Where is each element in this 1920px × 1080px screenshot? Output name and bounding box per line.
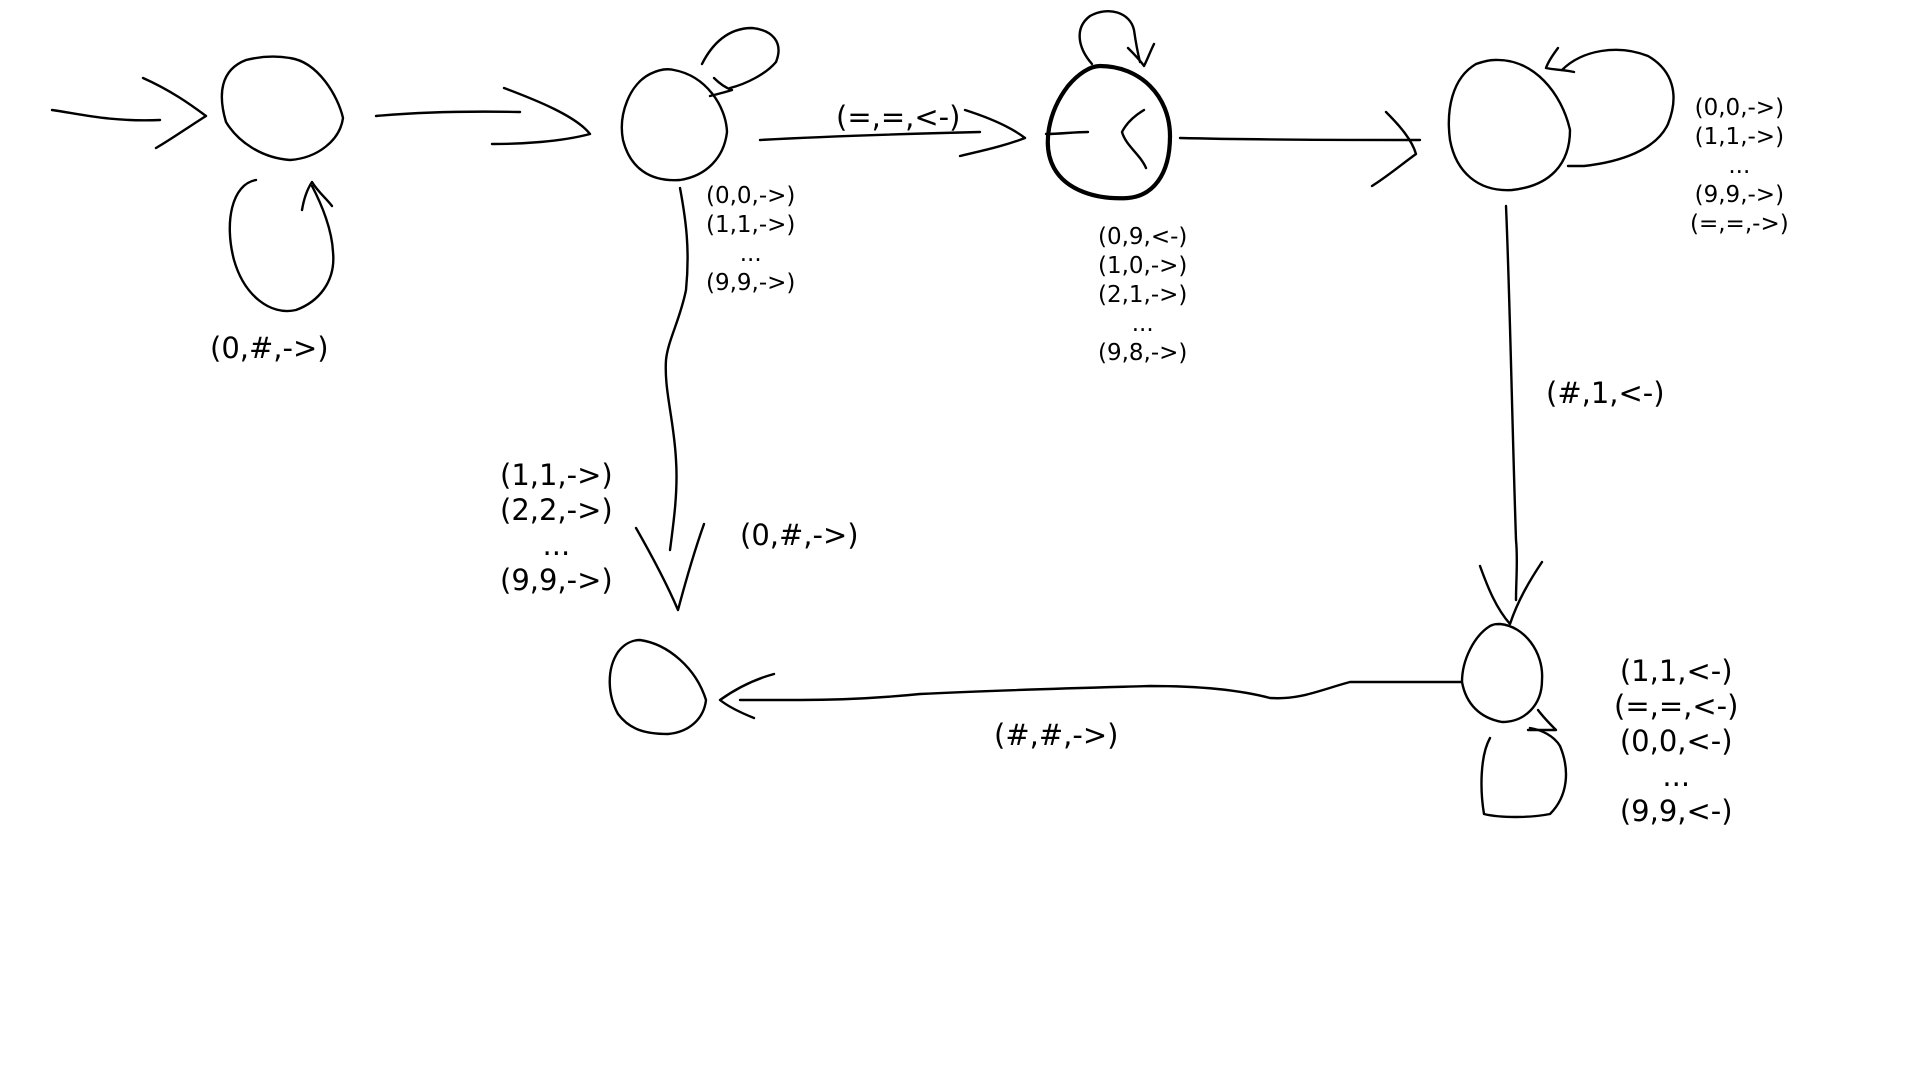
state-s3-loop	[1560, 48, 1675, 168]
label-line: (0,9,<-)	[1098, 224, 1188, 250]
start-arrow-shaft	[50, 108, 162, 122]
arrow-s4-s5-head	[718, 672, 776, 720]
label-s2-loop: (0,9,<-) (1,0,->) (2,1,->) ... (9,8,->)	[1098, 223, 1187, 368]
label-line: (1,1,->)	[706, 212, 796, 238]
state-s2-circle	[1045, 63, 1173, 201]
state-s4-loop-head	[1526, 708, 1558, 732]
state-s2-inner-mark	[1044, 108, 1148, 170]
arrow-s0-s1-head	[490, 86, 592, 146]
state-s0-circle	[220, 55, 345, 162]
state-s4-circle	[1460, 622, 1544, 724]
arrow-s1-s5-head	[634, 522, 706, 612]
label-line: ...	[1728, 153, 1751, 179]
label-s3-s4: (#,1,<-)	[1546, 376, 1665, 411]
label-line: (1,1,->)	[500, 458, 613, 492]
label-line: (9,9,->)	[1694, 182, 1785, 208]
label-line: ...	[1662, 759, 1691, 793]
arrow-s0-s1-shaft	[374, 110, 522, 118]
label-line: (0,#,->)	[210, 331, 329, 365]
label-s1-loop: (0,0,->) (1,1,->) ... (9,9,->)	[706, 182, 795, 298]
arrow-s2-s3-shaft	[1178, 136, 1422, 142]
state-s2-loop-head	[1126, 42, 1156, 68]
label-line: (0,0,->)	[1694, 95, 1785, 121]
state-s4-loop	[1480, 726, 1568, 819]
label-line: (9,9,->)	[500, 563, 613, 597]
label-line: (0,#,->)	[740, 518, 859, 552]
label-line: (0,0,<-)	[1619, 724, 1733, 758]
state-s5-circle	[608, 638, 708, 736]
label-s1-s5-a: (1,1,->) (2,2,->) ... (9,9,->)	[500, 458, 613, 598]
label-line: (9,8,->)	[1098, 340, 1188, 366]
arrow-s3-s4-head	[1478, 560, 1544, 626]
label-line: (=,=,->)	[1690, 211, 1789, 237]
state-s2-loop	[1078, 10, 1142, 66]
state-s1-loop	[700, 26, 780, 90]
arrow-s4-s5-shaft	[738, 680, 1464, 702]
label-line: (1,0,->)	[1098, 253, 1188, 279]
label-start-loop: (0,#,->)	[210, 331, 329, 366]
label-line: (2,2,->)	[500, 493, 613, 527]
state-s3-loop-head	[1544, 46, 1576, 74]
arrow-s1-s5-shaft	[664, 186, 689, 552]
label-s4-loop: (1,1,<-) (=,=,<-) (0,0,<-) ... (9,9,<-)	[1614, 654, 1738, 829]
arrow-s1-s2-head	[958, 108, 1027, 158]
arrow-s3-s4-shaft	[1504, 204, 1519, 602]
label-line: (=,=,<-)	[1614, 689, 1739, 723]
state-s0-loop	[228, 178, 335, 313]
label-line: (#,1,<-)	[1546, 376, 1665, 410]
label-s1-s2: (=,=,<-)	[836, 100, 960, 135]
label-line: (1,1,<-)	[1619, 654, 1733, 688]
label-line: (=,=,<-)	[836, 100, 961, 134]
start-arrow-head	[141, 76, 208, 150]
label-line: (1,1,->)	[1694, 124, 1785, 150]
label-line: ...	[739, 241, 762, 267]
label-line: ...	[542, 528, 571, 562]
label-line: (9,9,<-)	[1619, 794, 1733, 828]
state-s1-loop-head	[708, 76, 734, 98]
arrow-s2-s3-head	[1370, 110, 1418, 188]
label-line: (9,9,->)	[706, 270, 796, 296]
label-s4-s5: (#,#,->)	[994, 718, 1118, 753]
label-line: ...	[1131, 311, 1154, 337]
label-s3-loop: (0,0,->) (1,1,->) ... (9,9,->) (=,=,->)	[1690, 94, 1789, 239]
state-s3-circle	[1447, 58, 1572, 192]
label-line: (0,0,->)	[706, 183, 796, 209]
state-s1-circle	[620, 68, 729, 182]
state-s0-loop-head	[300, 180, 334, 212]
arrow-s1-s2-shaft	[758, 130, 982, 142]
label-s1-s5-b: (0,#,->)	[740, 518, 859, 553]
label-line: (#,#,->)	[994, 718, 1119, 752]
label-line: (2,1,->)	[1098, 282, 1188, 308]
